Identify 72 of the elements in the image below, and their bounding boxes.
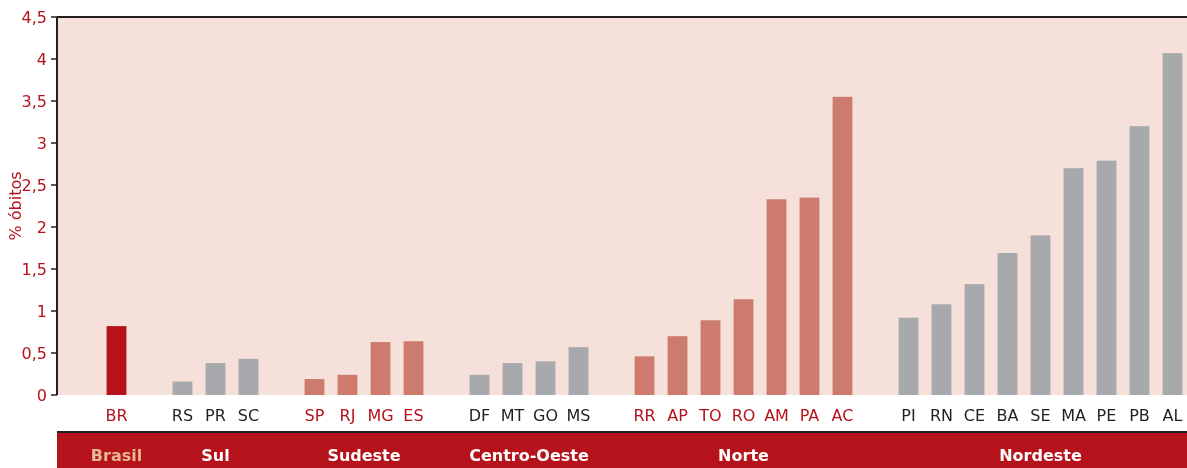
text: Nordeste — [999, 446, 1082, 465]
bar — [832, 96, 853, 395]
x-tick-label: TO — [698, 406, 722, 425]
x-tick-label: RN — [929, 406, 954, 425]
bar — [700, 320, 721, 395]
x-tick-label: MS — [566, 406, 591, 425]
x-tick-label: DF — [468, 406, 491, 425]
x-tick-label: BA — [996, 406, 1019, 425]
y-tick-label: 2 — [36, 217, 47, 237]
bar — [172, 381, 193, 395]
bar — [1096, 160, 1117, 395]
bar — [535, 361, 556, 395]
x-tick-label: SP — [304, 406, 325, 425]
bar — [403, 341, 424, 395]
y-tick-label: 3 — [36, 133, 47, 153]
y-tick-label: 3,5 — [21, 91, 47, 111]
x-tick-label: PI — [901, 406, 916, 425]
y-tick-label: 0 — [36, 385, 47, 405]
bar — [370, 342, 391, 395]
bar — [931, 304, 952, 395]
x-tick-label: AP — [667, 406, 689, 425]
x-tick-label: AM — [764, 406, 789, 425]
text: Centro-Oeste — [469, 446, 589, 465]
x-tick-label: RR — [633, 406, 656, 425]
bar — [766, 199, 787, 395]
text: Sudeste — [327, 446, 401, 465]
y-tick-label: 4,5 — [21, 7, 47, 27]
bar — [568, 347, 589, 395]
x-tick-label: MA — [1061, 406, 1086, 425]
bar — [997, 253, 1018, 395]
x-tick-label: RS — [171, 406, 194, 425]
text: Sul — [201, 446, 230, 465]
x-tick-label: SE — [1030, 406, 1051, 425]
bar — [898, 317, 919, 395]
x-tick-label: SC — [237, 406, 260, 425]
x-tick-label: CE — [963, 406, 986, 425]
x-tick-label: RO — [731, 406, 756, 425]
y-tick-label: 1 — [36, 301, 47, 321]
bar — [106, 326, 127, 395]
bar — [205, 363, 226, 395]
x-tick-label: AL — [1162, 406, 1183, 425]
bar — [667, 336, 688, 395]
text: Norte — [718, 446, 770, 465]
bar — [1063, 168, 1084, 395]
bar — [1129, 126, 1150, 395]
x-tick-label: RJ — [339, 406, 356, 425]
y-tick-label: 0,5 — [21, 343, 47, 363]
bar — [502, 363, 523, 395]
bar — [1162, 53, 1183, 395]
bar — [1030, 235, 1051, 395]
bar — [964, 284, 985, 395]
x-tick-label: MT — [500, 406, 525, 425]
x-tick-label: PR — [205, 406, 226, 425]
y-tick-label: 2,5 — [21, 175, 47, 195]
text: Brasil — [90, 446, 143, 465]
bar — [304, 379, 325, 395]
x-tick-label: PE — [1096, 406, 1117, 425]
bar — [238, 358, 259, 395]
bar — [799, 197, 820, 395]
x-tick-label: GO — [533, 406, 558, 425]
bar — [337, 374, 358, 395]
x-tick-label: ES — [403, 406, 424, 425]
bar — [469, 374, 490, 395]
x-tick-label: AC — [831, 406, 854, 425]
bar — [634, 356, 655, 395]
x-tick-label: PA — [799, 406, 820, 425]
x-tick-label: PB — [1129, 406, 1150, 425]
bar — [733, 299, 754, 395]
y-tick-label: 4 — [36, 49, 47, 69]
x-tick-label: BR — [105, 406, 128, 425]
y-tick-label: 1,5 — [21, 259, 47, 279]
x-tick-label: MG — [367, 406, 394, 425]
